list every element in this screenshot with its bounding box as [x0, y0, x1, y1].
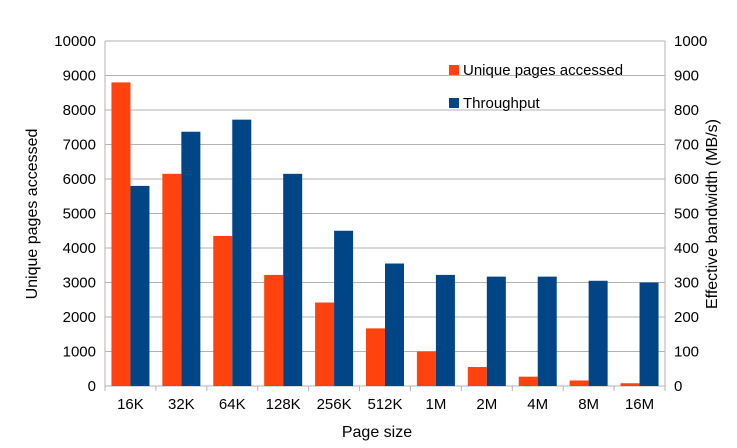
bar-unique-pages: [366, 328, 385, 386]
y-axis-title: Unique pages accessed: [24, 129, 41, 300]
y-tick-labels: 0 1000 2000 3000 4000 5000 6000 7000 8000 9000 100…: [54, 33, 96, 395]
y2-tick-label: 1000: [674, 33, 707, 50]
bar-throughput: [639, 282, 659, 386]
y-tick-label: 4000: [63, 240, 96, 257]
y2-tick-label: 100: [674, 344, 699, 361]
x-tick-label: 2M: [476, 396, 497, 413]
y2-tick-label: 400: [674, 240, 699, 257]
y-tick-label: 3000: [63, 275, 96, 292]
y-tick-label: 0: [88, 378, 96, 395]
bar-throughput: [334, 230, 354, 386]
y2-tick-label: 900: [674, 68, 699, 85]
x-tick-label: 16K: [117, 396, 144, 413]
y2-axis-title: Effective bandwidth (MB/s): [704, 119, 721, 309]
bar-unique-pages: [620, 383, 640, 386]
bar-throughput: [283, 173, 303, 386]
x-tick-labels: 16K 32K 64K 128K 256K 512K 1M 2M 4M 8M 16M: [117, 396, 654, 413]
x-axis-title: Page size: [342, 424, 412, 441]
axes: [104, 41, 666, 391]
bar-throughput: [130, 185, 150, 386]
x-tick-label: 256K: [317, 396, 352, 413]
bar-throughput: [232, 119, 252, 386]
y2-tick-label: 600: [674, 171, 699, 188]
bar-unique-pages: [569, 380, 589, 386]
y-tick-label: 1000: [63, 344, 96, 361]
y-tick-label: 6000: [63, 171, 96, 188]
y2-tick-label: 0: [674, 378, 682, 395]
x-tick-label: 1M: [425, 396, 446, 413]
legend-swatch-throughput: [449, 98, 459, 108]
legend: Unique pages accessed Throughput: [449, 62, 623, 112]
y2-tick-label: 700: [674, 137, 699, 154]
bar-unique-pages: [213, 235, 233, 386]
y2-tick-label: 800: [674, 102, 699, 119]
y2-tick-label: 500: [674, 206, 699, 223]
bar-unique-pages: [162, 173, 182, 386]
bar-throughput: [385, 263, 404, 386]
x-tick-label: 8M: [578, 396, 599, 413]
legend-swatch-unique-pages: [449, 65, 459, 75]
bar-throughput: [537, 276, 557, 386]
bar-throughput: [588, 280, 608, 386]
y2-tick-label: 200: [674, 309, 699, 326]
bar-unique-pages: [467, 367, 487, 386]
bar-throughput: [181, 131, 201, 386]
bars: [111, 82, 659, 387]
bar-unique-pages: [518, 376, 538, 386]
x-tick-label: 128K: [266, 396, 301, 413]
bar-unique-pages: [315, 302, 335, 386]
legend-label-throughput: Throughput: [463, 95, 541, 112]
y2-tick-label: 300: [674, 275, 699, 292]
y2-tick-labels: 0 100 200 300 400 500 600 700 800 900 1000: [674, 33, 707, 395]
x-tick-label: 4M: [527, 396, 548, 413]
bar-throughput: [435, 274, 455, 386]
y-tick-label: 5000: [63, 206, 96, 223]
x-tick-label: 64K: [219, 396, 246, 413]
x-tick-label: 16M: [625, 396, 654, 413]
bar-unique-pages: [264, 274, 284, 386]
y-tick-label: 2000: [63, 309, 96, 326]
x-tick-label: 512K: [367, 396, 402, 413]
legend-label-unique-pages: Unique pages accessed: [463, 62, 623, 79]
y-tick-label: 10000: [54, 33, 96, 50]
bar-unique-pages: [416, 351, 436, 386]
x-tick-label: 32K: [168, 396, 195, 413]
y-tick-label: 7000: [63, 137, 96, 154]
y-tick-label: 8000: [63, 102, 96, 119]
y-tick-label: 9000: [63, 68, 96, 85]
bar-throughput: [486, 276, 506, 386]
bar-unique-pages: [111, 82, 131, 387]
